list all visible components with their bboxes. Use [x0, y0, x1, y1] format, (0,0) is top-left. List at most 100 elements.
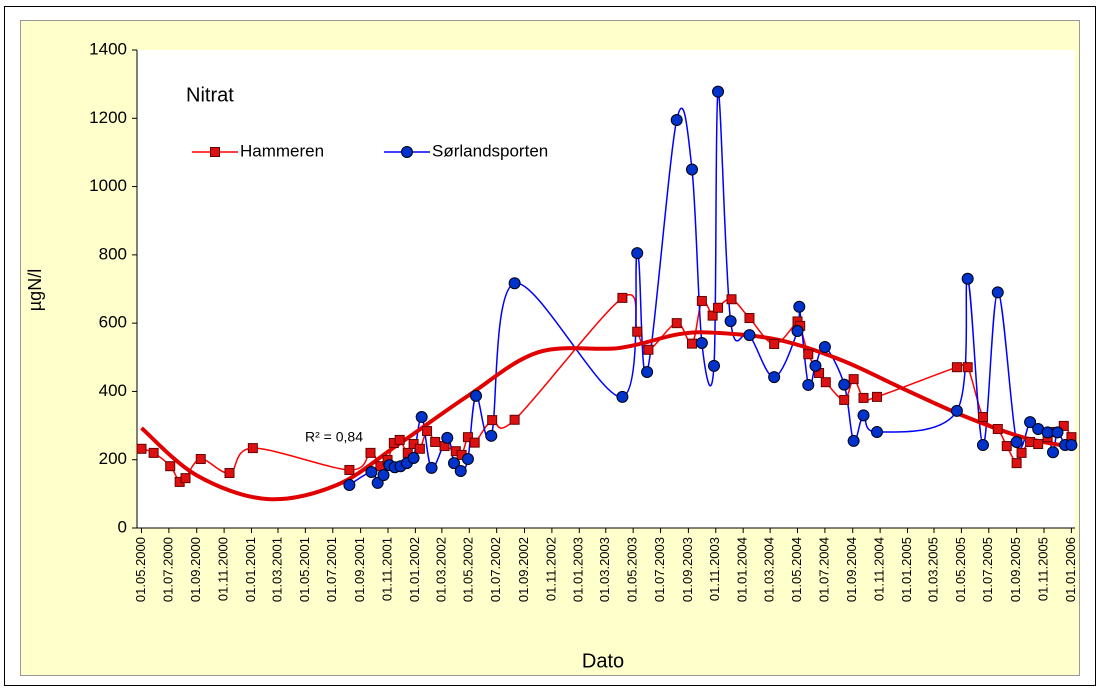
- marker: [992, 423, 1003, 434]
- marker: [769, 338, 780, 349]
- marker: [180, 473, 191, 484]
- marker: [839, 394, 850, 405]
- marker: [1011, 458, 1022, 469]
- marker: [485, 429, 498, 442]
- marker: [631, 247, 644, 260]
- x-tick-label: 01.03.2001: [269, 537, 284, 602]
- marker: [713, 302, 724, 313]
- marker: [165, 461, 176, 472]
- x-tick-label: 01.09.2002: [516, 537, 531, 602]
- marker: [991, 286, 1004, 299]
- marker: [430, 436, 441, 447]
- marker: [857, 409, 870, 422]
- x-tick-label: 01.01.2005: [899, 537, 914, 602]
- marker: [724, 315, 737, 328]
- marker: [685, 163, 698, 176]
- marker: [871, 391, 882, 402]
- marker: [1058, 420, 1069, 431]
- marker: [1033, 439, 1044, 450]
- y-tick-label: 600: [99, 313, 127, 332]
- x-tick-label: 01.07.2004: [816, 537, 831, 602]
- marker: [343, 478, 356, 491]
- x-tick-label: 01.03.2005: [925, 537, 940, 602]
- marker: [470, 389, 483, 402]
- x-tick-label: 01.09.2001: [352, 537, 367, 602]
- x-tick-label: 01.01.2006: [1063, 537, 1078, 602]
- x-tick-label: 01.01.2004: [735, 537, 750, 602]
- x-tick-label: 01.07.2002: [488, 537, 503, 602]
- plot-area: [137, 50, 1075, 528]
- marker: [487, 415, 498, 426]
- marker: [469, 437, 480, 448]
- marker: [809, 359, 822, 372]
- marker: [394, 434, 405, 445]
- y-tick-label: 1200: [89, 108, 127, 127]
- x-tick-label: 01.05.2000: [133, 537, 148, 602]
- marker: [448, 457, 461, 470]
- marker: [414, 443, 425, 454]
- x-tick-label: 01.05.2002: [461, 537, 476, 602]
- x-tick-label: 01.11.2001: [379, 537, 394, 601]
- x-tick-label: 01.03.2004: [762, 537, 777, 602]
- x-tick-label: 01.07.2003: [652, 537, 667, 602]
- y-axis-title: µgN/l: [25, 269, 45, 311]
- marker: [1051, 426, 1064, 439]
- marker: [670, 113, 683, 126]
- marker: [508, 277, 521, 290]
- y-tick-label: 1000: [89, 176, 127, 195]
- marker: [148, 447, 159, 458]
- marker: [976, 439, 989, 452]
- y-tick-label: 400: [99, 381, 127, 400]
- marker: [415, 411, 428, 424]
- marker: [803, 349, 814, 360]
- marker: [793, 300, 806, 313]
- marker: [641, 365, 654, 378]
- marker: [707, 359, 720, 372]
- x-tick-label: 01.07.2001: [324, 537, 339, 602]
- marker: [686, 338, 697, 349]
- marker: [696, 295, 707, 306]
- marker: [743, 329, 756, 342]
- x-tick-label: 01.01.2003: [571, 537, 586, 602]
- x-tick-label: 01.05.2004: [789, 537, 804, 602]
- marker: [461, 453, 474, 466]
- marker: [462, 432, 473, 443]
- x-tick-label: 01.09.2000: [188, 537, 203, 602]
- marker: [454, 464, 467, 477]
- x-tick-label: 01.05.2003: [625, 537, 640, 602]
- trendline-label: R² = 0,84: [305, 429, 363, 445]
- marker: [509, 414, 520, 425]
- x-tick-label: 01.11.2003: [707, 537, 722, 601]
- marker: [1016, 447, 1027, 458]
- marker: [847, 434, 860, 447]
- x-axis-title: Dato: [582, 650, 624, 672]
- marker: [768, 371, 781, 384]
- y-tick-label: 0: [118, 517, 127, 536]
- marker: [962, 362, 973, 373]
- y-tick-label: 200: [99, 449, 127, 468]
- marker: [802, 378, 815, 391]
- marker: [377, 469, 390, 482]
- marker: [818, 341, 831, 354]
- marker: [870, 426, 883, 439]
- x-tick-label: 01.03.2003: [597, 537, 612, 602]
- marker: [744, 313, 755, 324]
- marker: [858, 392, 869, 403]
- marker: [1041, 426, 1054, 439]
- legend-label: Hammeren: [240, 141, 324, 160]
- marker: [951, 362, 962, 373]
- marker: [365, 466, 378, 479]
- marker: [977, 412, 988, 423]
- x-tick-label: 01.07.2000: [160, 537, 175, 602]
- trendline: [140, 330, 1074, 502]
- marker: [422, 426, 433, 437]
- x-tick-label: 01.07.2005: [980, 537, 995, 602]
- x-tick-label: 01.03.2002: [433, 537, 448, 602]
- marker: [712, 85, 725, 98]
- marker: [1001, 441, 1012, 452]
- marker: [136, 443, 147, 454]
- marker: [441, 431, 454, 444]
- marker: [617, 292, 628, 303]
- x-tick-label: 01.01.2001: [243, 537, 258, 602]
